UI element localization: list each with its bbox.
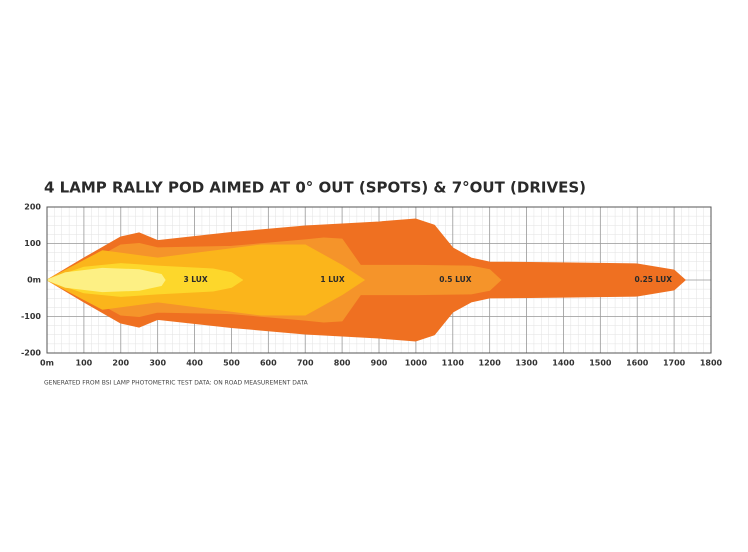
- x-tick-label: 1800: [700, 359, 723, 368]
- x-tick-label: 1700: [663, 359, 686, 368]
- x-tick-label: 700: [297, 359, 314, 368]
- y-tick-label: -200: [21, 349, 41, 358]
- y-tick-label: -100: [21, 312, 41, 321]
- x-tick-label: 1300: [515, 359, 538, 368]
- x-tick-label: 1000: [405, 359, 428, 368]
- zone-label: 1 LUX: [320, 275, 344, 284]
- y-tick-label: 0m: [27, 276, 41, 285]
- x-tick-label: 200: [112, 359, 129, 368]
- x-tick-label: 500: [223, 359, 240, 368]
- y-tick-label: 100: [24, 239, 41, 248]
- footnote: GENERATED FROM BSI LAMP PHOTOMETRIC TEST…: [44, 380, 309, 387]
- x-tick-label: 600: [260, 359, 277, 368]
- x-tick-label: 1100: [442, 359, 465, 368]
- zone-label: 3 LUX: [183, 275, 207, 284]
- beam-zone: [46, 279, 166, 293]
- zone-label: 0.25 LUX: [635, 275, 673, 284]
- plot-frame: [46, 206, 712, 354]
- x-tick-label: 900: [371, 359, 388, 368]
- x-tick-label: 1400: [552, 359, 575, 368]
- x-tick-label: 0m: [40, 359, 54, 368]
- x-tick-label: 1200: [479, 359, 502, 368]
- y-tick-label: 200: [24, 203, 41, 212]
- chart-title: 4 LAMP RALLY POD AIMED AT 0° OUT (SPOTS)…: [44, 179, 586, 197]
- x-tick-label: 800: [334, 359, 351, 368]
- x-tick-label: 1500: [589, 359, 612, 368]
- x-tick-label: 400: [186, 359, 203, 368]
- x-tick-label: 100: [76, 359, 93, 368]
- zone-label: 0.5 LUX: [439, 275, 471, 284]
- x-tick-label: 1600: [626, 359, 649, 368]
- x-tick-label: 300: [149, 359, 166, 368]
